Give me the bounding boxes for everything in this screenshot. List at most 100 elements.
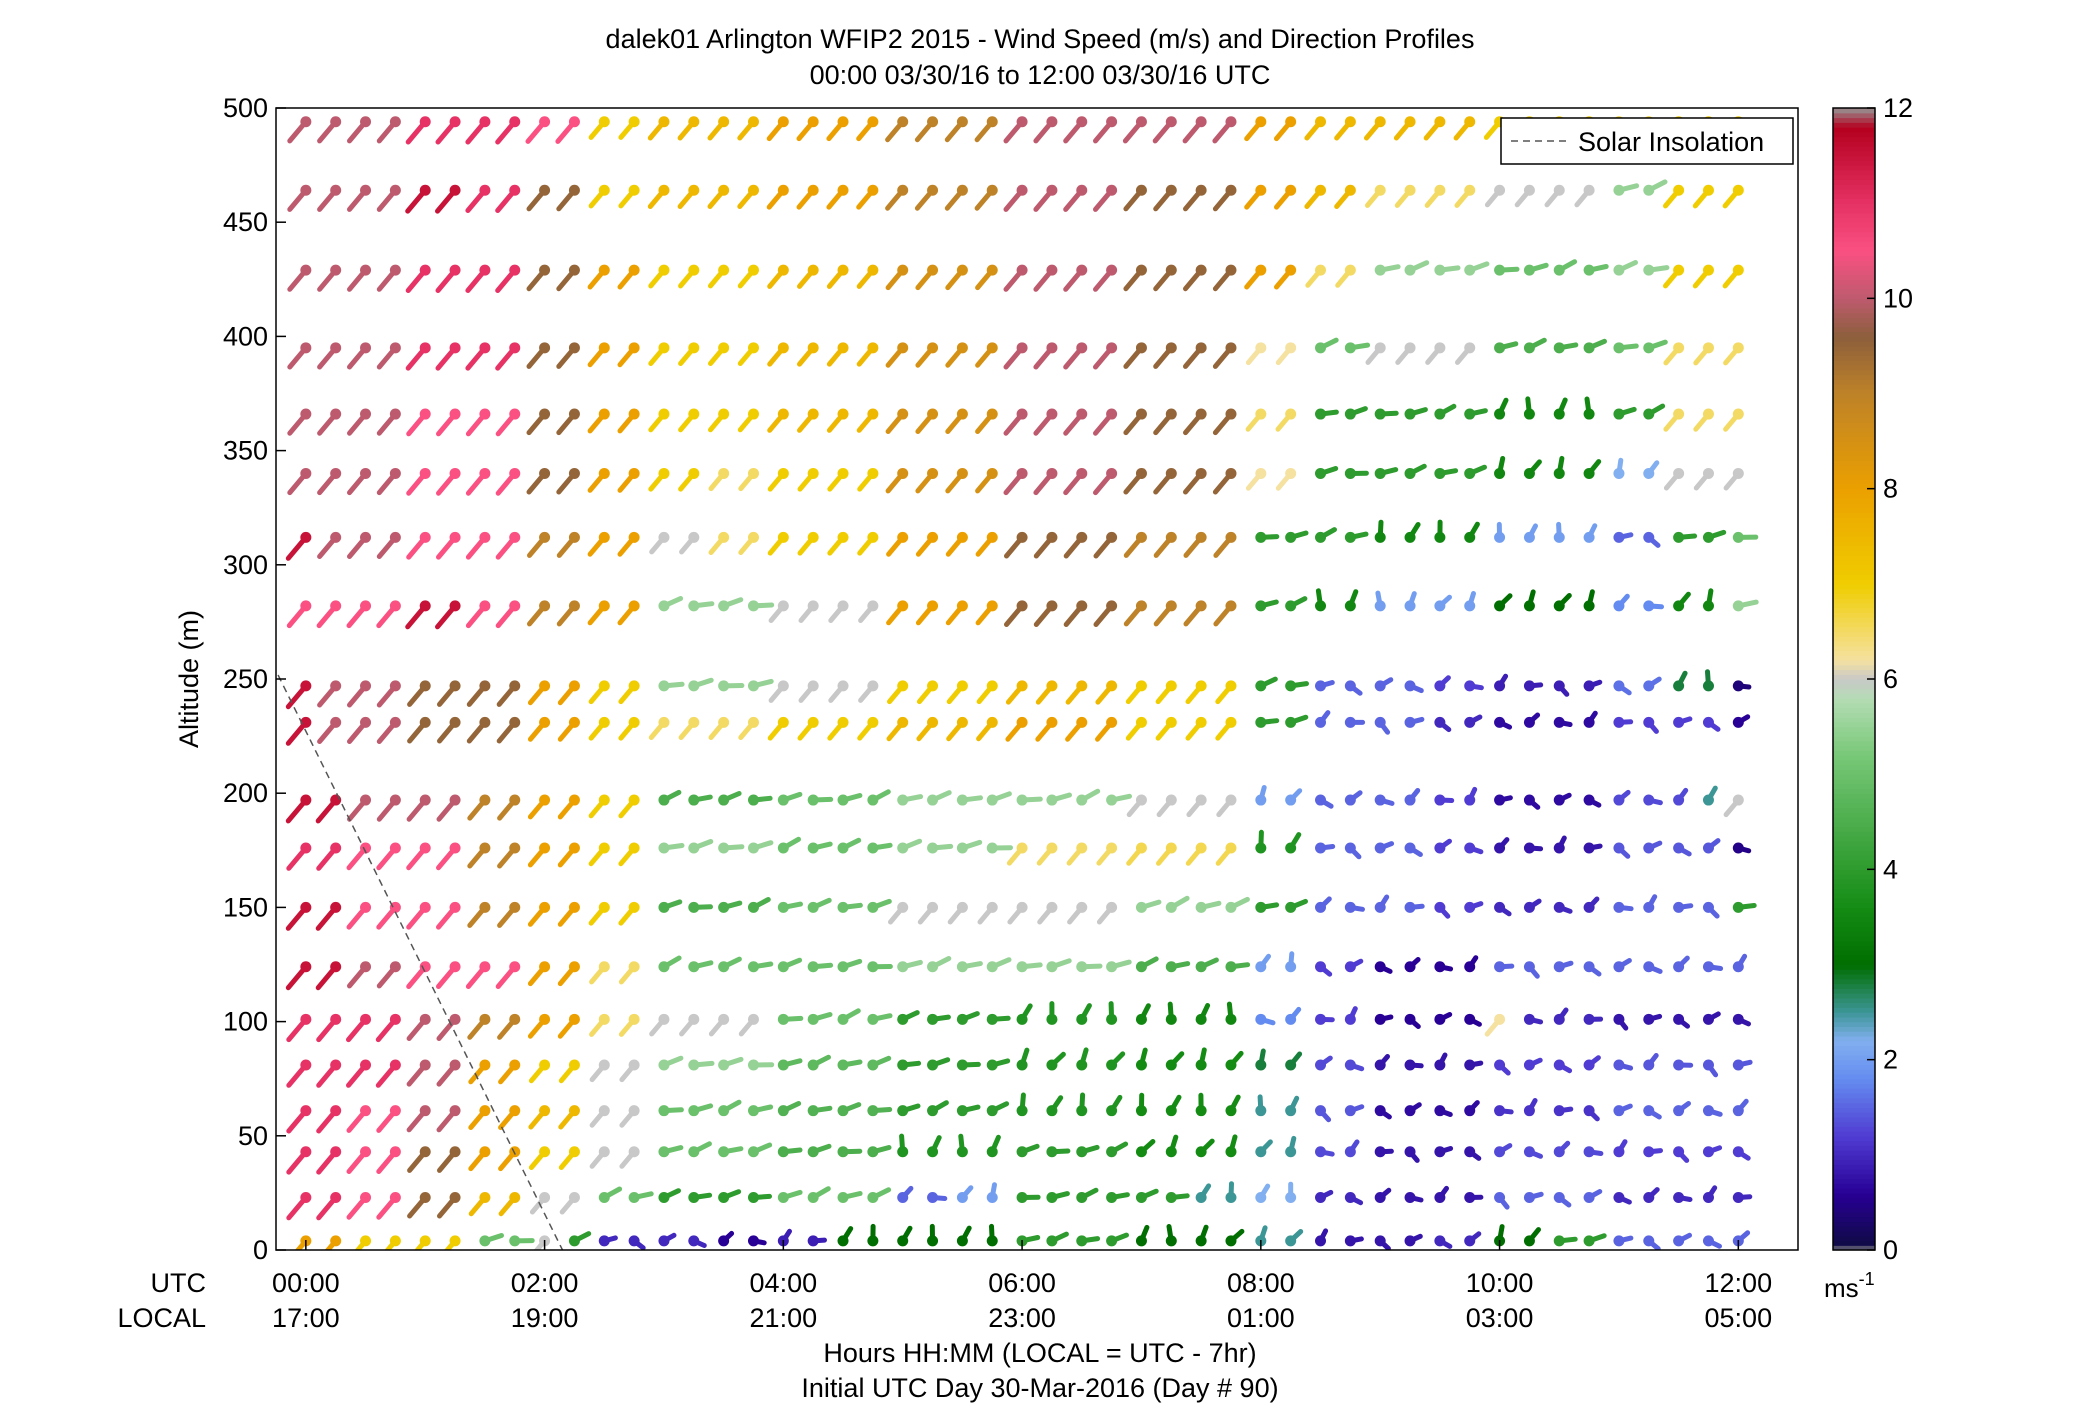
wind-barb (1315, 1228, 1329, 1247)
colorbar-cell (1833, 426, 1875, 433)
wind-barb (1285, 1051, 1303, 1071)
wind-barb (316, 1191, 342, 1221)
wind-barb-dot (1702, 467, 1714, 479)
colorbar-cell (1833, 802, 1875, 809)
wind-barb (1135, 1047, 1148, 1071)
wind-barb-dot (658, 1013, 670, 1025)
wind-barb (588, 716, 610, 741)
wind-barb (527, 842, 551, 868)
wind-barb (1702, 1185, 1718, 1203)
wind-barb (1123, 342, 1147, 369)
wind-barb-dot (927, 1146, 939, 1158)
colorbar-cell (1833, 1021, 1875, 1027)
wind-barb (766, 184, 789, 210)
wind-barb-dot (1016, 901, 1028, 913)
wind-barb-dot (956, 842, 968, 854)
colorbar-cell (1833, 712, 1875, 718)
wind-barb-dot (1195, 1235, 1207, 1247)
wind-barb-dot (807, 408, 819, 420)
wind-barb-dot (807, 680, 819, 692)
wind-barb-dot (1106, 716, 1118, 728)
wind-barb (707, 184, 730, 209)
wind-barb (1464, 1231, 1482, 1247)
wind-barb-dot (837, 467, 849, 479)
wind-barb-dot (1673, 408, 1685, 420)
wind-barb (1225, 1001, 1237, 1025)
wind-barb-dot (837, 342, 849, 354)
wind-barb (837, 793, 863, 806)
wind-barb-dot (1106, 1013, 1118, 1025)
wind-barb (1702, 901, 1720, 919)
wind-barb (286, 600, 312, 629)
wind-barb (1255, 1048, 1267, 1071)
wind-barb (1016, 1003, 1033, 1025)
wind-barb-dot (1374, 901, 1386, 913)
wind-barb-dot (1344, 961, 1356, 973)
wind-barb-dot (1643, 794, 1655, 806)
wind-barb-dot (1673, 264, 1685, 276)
wind-barb-dot (1046, 467, 1058, 479)
wind-barb-dot (330, 794, 342, 806)
wind-barb-dot (330, 901, 342, 913)
wind-barb-dot (956, 901, 968, 913)
wind-barb (528, 1059, 551, 1084)
wind-barb-dot (1016, 342, 1028, 354)
wind-barb-dot (1255, 600, 1267, 612)
wind-barb (1484, 184, 1506, 208)
wind-barb-dot (1732, 1146, 1744, 1158)
colorbar-cell (1833, 921, 1875, 928)
wind-barb (1156, 842, 1177, 866)
wind-barb-dot (539, 1013, 551, 1025)
wind-barb (346, 1191, 372, 1220)
wind-barb (1583, 794, 1602, 808)
wind-barb-dot (956, 264, 968, 276)
wind-barb-dot (1494, 1059, 1506, 1071)
wind-barb-dot (300, 842, 312, 854)
wind-barb (1523, 712, 1541, 728)
wind-barb-dot (330, 842, 342, 854)
wind-barb (914, 184, 939, 211)
wind-barb-dot (1553, 1105, 1565, 1117)
wind-barb-dot (1344, 1146, 1356, 1158)
wind-barb-dot (1553, 408, 1565, 420)
wind-barb-dot (658, 1146, 670, 1158)
wind-barb (1404, 1059, 1424, 1071)
wind-barb (317, 342, 342, 370)
wind-barb-dot (1553, 600, 1565, 612)
wind-barb-dot (1374, 1105, 1386, 1117)
wind-barb (956, 1225, 972, 1247)
wind-barb (718, 1099, 742, 1117)
wind-barb-dot (1225, 531, 1237, 543)
colorbar-cell (1833, 322, 1875, 328)
wind-barb (718, 1230, 735, 1247)
wind-barb-dot (1494, 794, 1506, 806)
wind-barb-dot (1374, 1013, 1386, 1025)
wind-barb-dot (568, 408, 580, 420)
wind-barb-dot (1016, 1105, 1028, 1117)
wind-barb-dot (628, 901, 640, 913)
wind-barb-dot (509, 1235, 521, 1247)
wind-barb-dot (1255, 1146, 1267, 1158)
wind-barb-dot (419, 961, 431, 973)
wind-barb (556, 184, 580, 212)
wind-barb-dot (927, 901, 939, 913)
wind-barb (496, 680, 521, 707)
wind-barb-dot (449, 531, 461, 543)
wind-barb (658, 1105, 684, 1117)
colorbar-cell (1833, 326, 1875, 333)
wind-barb (1183, 467, 1207, 495)
x-tick-label-local: 21:00 (750, 1303, 818, 1333)
wind-barb-dot (1076, 1013, 1088, 1025)
wind-barb-dot (389, 116, 401, 128)
wind-barb (376, 600, 401, 629)
wind-barb (1046, 1191, 1070, 1203)
wind-barb (648, 264, 670, 289)
wind-barb (1613, 457, 1625, 479)
wind-barb-dot (1046, 264, 1058, 276)
wind-barb-dot (986, 1191, 998, 1203)
wind-barb (777, 1146, 803, 1158)
wind-barb-dot (360, 1059, 372, 1071)
wind-barb-dot (1523, 1059, 1535, 1071)
wind-barb (688, 1191, 713, 1203)
wind-barb (797, 467, 819, 492)
